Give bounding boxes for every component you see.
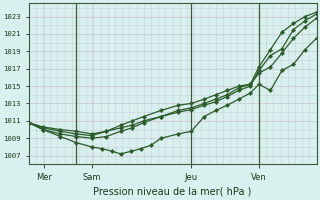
X-axis label: Pression niveau de la mer( hPa ): Pression niveau de la mer( hPa ) xyxy=(93,187,252,197)
